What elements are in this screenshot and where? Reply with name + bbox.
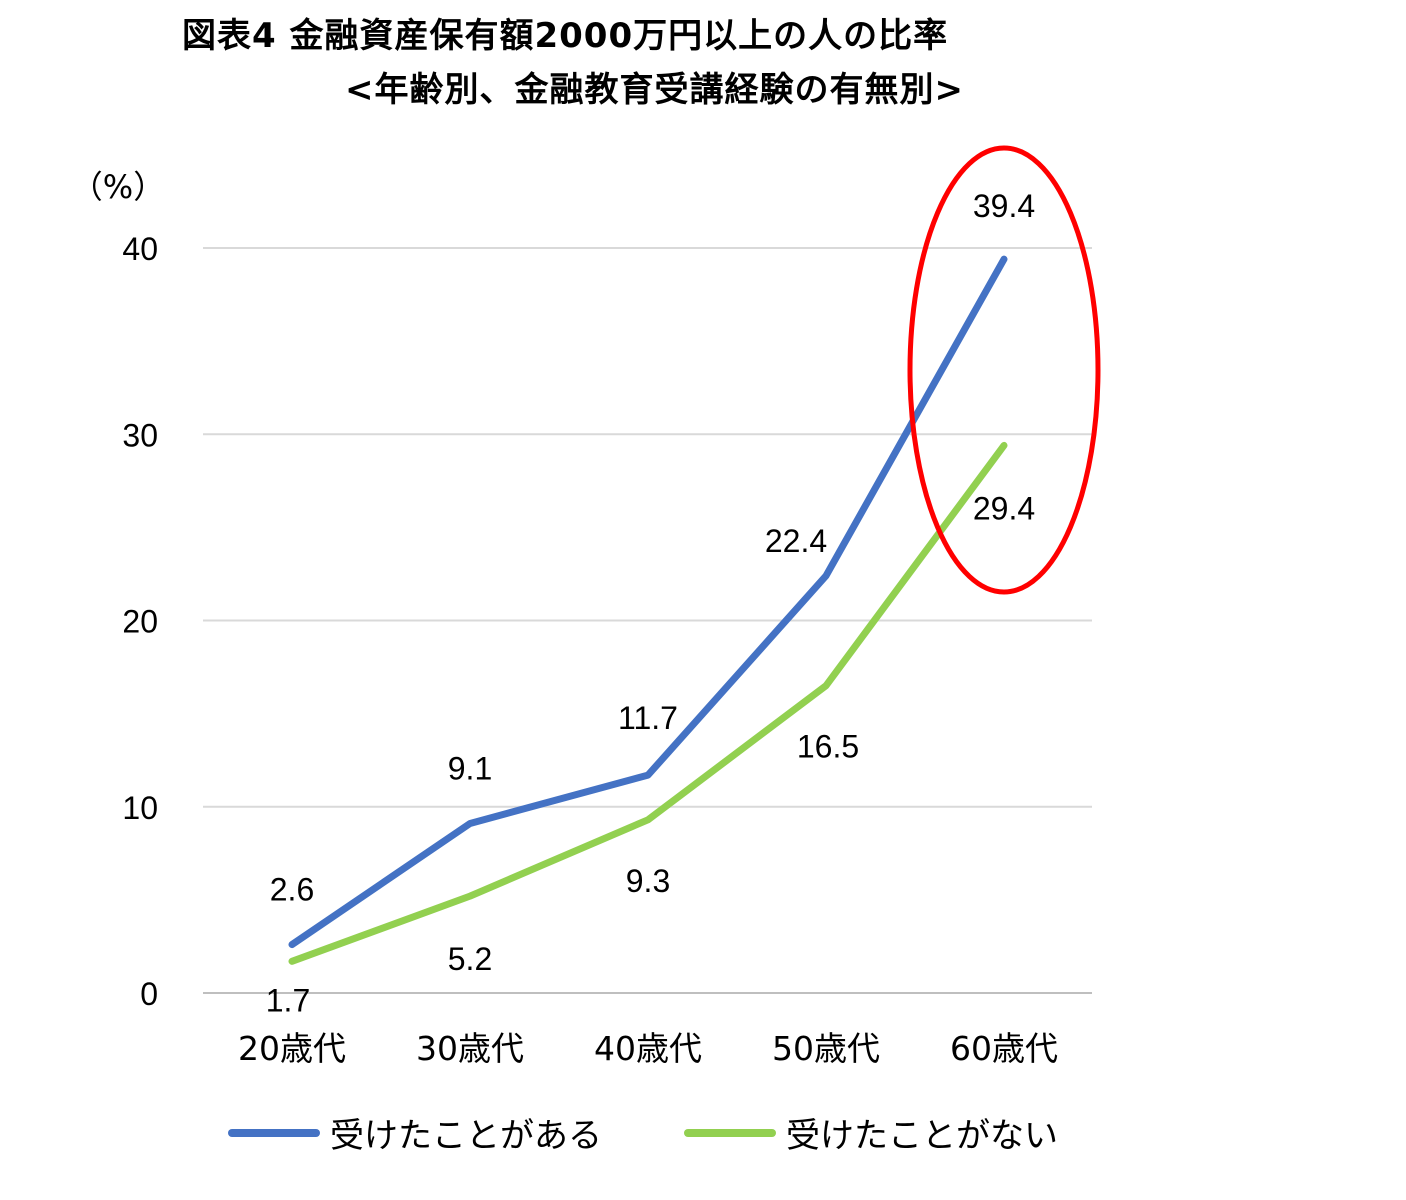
x-tick-label-2: 30歳代 <box>416 1029 524 1068</box>
data-label-series-2-50歳代: 16.5 <box>797 729 859 765</box>
data-label-series-1-20歳代: 2.6 <box>270 872 314 908</box>
data-label-series-1-50歳代: 22.4 <box>765 523 827 559</box>
series-line-2 <box>288 441 1008 965</box>
chart-subtitle: <年齢別、金融教育受講経験の有無別> <box>345 70 964 110</box>
y-tick-label-0: 0 <box>140 976 158 1012</box>
y-tick-label-20: 20 <box>122 604 158 640</box>
x-tick-label-1: 20歳代 <box>238 1029 346 1068</box>
data-label-series-2-30歳代: 5.2 <box>448 941 492 977</box>
x-tick-label-3: 40歳代 <box>594 1029 702 1068</box>
data-label-series-2-20歳代: 1.7 <box>266 982 310 1018</box>
x-tick-label-5: 60歳代 <box>950 1029 1058 1068</box>
legend-label-series-2: 受けたことがない <box>786 1116 1058 1156</box>
y-tick-label-10: 10 <box>122 790 158 826</box>
legend-item-series-1: 受けたことがある <box>228 1108 602 1157</box>
data-label-series-1-30歳代: 9.1 <box>448 751 492 787</box>
legend-swatch-series-1 <box>228 1128 320 1137</box>
data-label-series-2-60歳代: 29.4 <box>973 490 1035 526</box>
legend-swatch-series-2 <box>684 1128 776 1137</box>
legend-label-series-1: 受けたことがある <box>330 1116 602 1156</box>
data-label-series-1-40歳代: 11.7 <box>618 700 678 736</box>
series-line-1 <box>288 255 1008 949</box>
y-tick-label-40: 40 <box>122 231 158 267</box>
x-tick-label-4: 50歳代 <box>772 1029 880 1068</box>
y-axis-unit-label: （%） <box>71 168 165 206</box>
data-label-series-1-60歳代: 39.4 <box>973 188 1035 224</box>
chart-title: 図表4 金融資産保有額2000万円以上の人の比率 <box>182 16 949 56</box>
y-tick-label-30: 30 <box>122 417 158 453</box>
data-label-series-2-40歳代: 9.3 <box>626 863 670 899</box>
highlight-ellipse <box>907 145 1101 595</box>
legend-item-series-2: 受けたことがない <box>684 1108 1058 1157</box>
